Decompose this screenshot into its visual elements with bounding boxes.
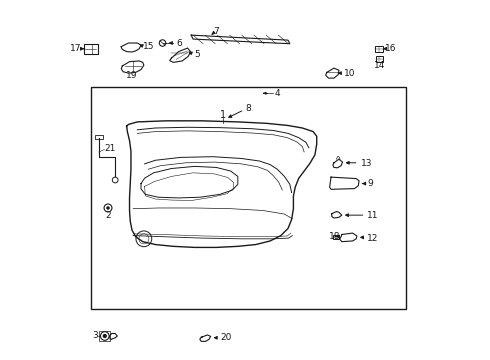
Text: 17: 17 [70,44,81,53]
Text: 16: 16 [385,44,396,53]
Text: 9: 9 [367,179,373,188]
Bar [95,135,103,139]
Polygon shape [330,177,359,189]
Text: 11: 11 [367,211,378,220]
Text: 7: 7 [213,27,219,36]
Circle shape [107,207,109,209]
Bar [91,87,406,309]
Text: 15: 15 [143,42,154,51]
Bar [375,56,383,62]
Text: 4: 4 [274,89,280,98]
Bar [84,44,98,54]
Text: 2: 2 [105,211,111,220]
Text: 10: 10 [343,69,355,78]
Bar [333,234,339,239]
Text: 5: 5 [194,50,200,59]
Bar [99,331,110,341]
Text: 1: 1 [220,111,226,121]
Text: 8: 8 [245,104,251,113]
Bar [375,45,383,52]
Text: 21: 21 [104,144,116,153]
Text: 12: 12 [367,234,378,243]
Text: 14: 14 [374,61,386,70]
Text: 20: 20 [220,333,232,342]
Text: 13: 13 [361,159,372,168]
Text: 18: 18 [328,232,340,241]
Text: 3: 3 [92,332,98,341]
Text: 19: 19 [125,71,137,80]
Circle shape [103,334,106,337]
Text: 6: 6 [176,39,182,48]
